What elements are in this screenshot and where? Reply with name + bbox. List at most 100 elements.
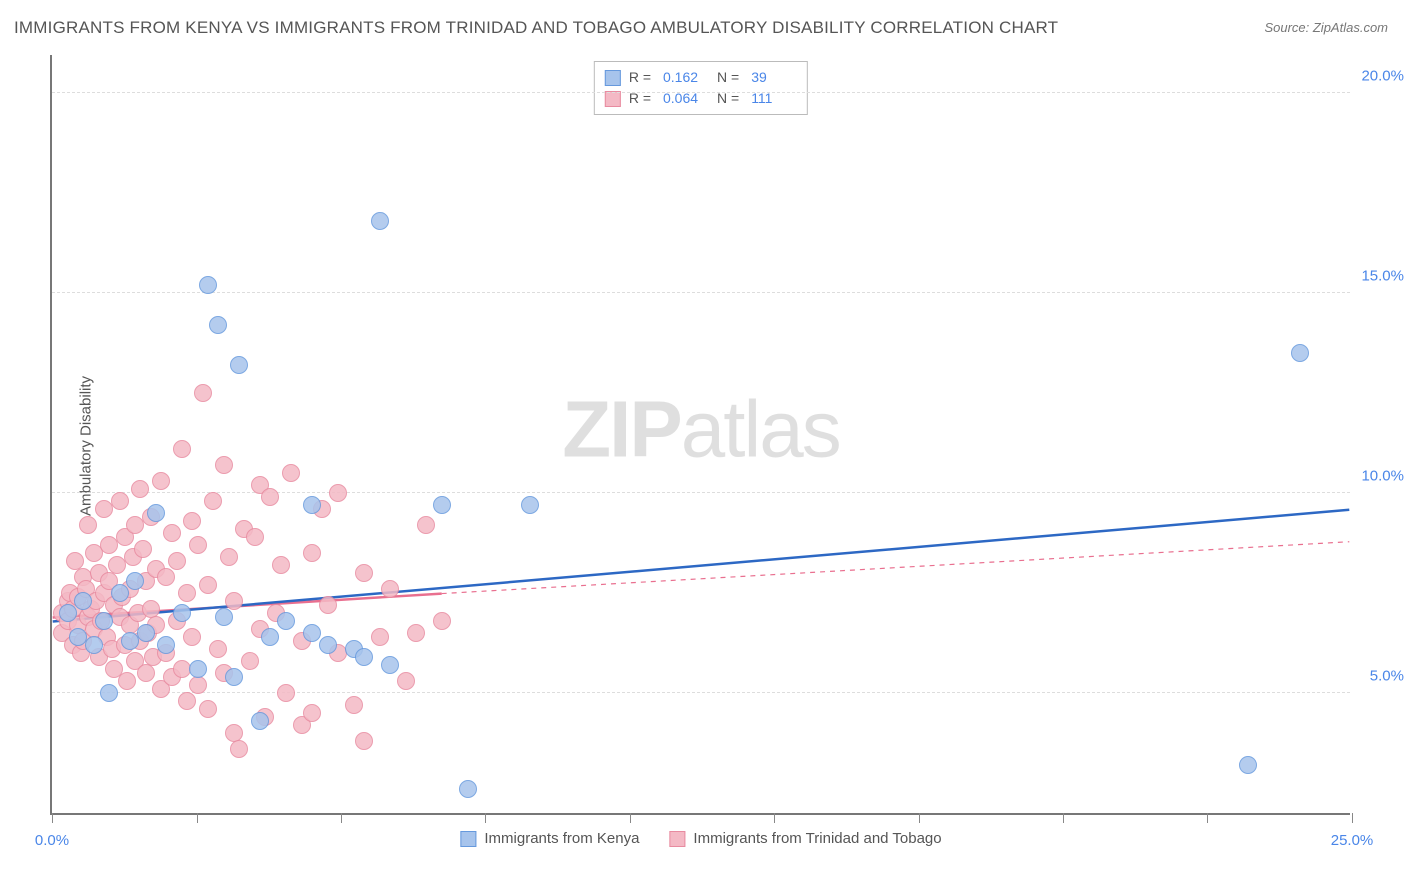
point-kenya	[433, 496, 451, 514]
point-trinidad	[355, 732, 373, 750]
watermark-zip: ZIP	[562, 384, 680, 473]
gridline	[52, 692, 1350, 693]
r-label: R =	[629, 67, 651, 88]
swatch-trinidad	[669, 831, 685, 847]
legend-item-trinidad: Immigrants from Trinidad and Tobago	[669, 830, 941, 847]
point-kenya	[147, 504, 165, 522]
point-trinidad	[272, 556, 290, 574]
correlation-legend: R = 0.162 N = 39 R = 0.064 N = 111	[594, 61, 808, 115]
point-kenya	[199, 276, 217, 294]
point-trinidad	[282, 464, 300, 482]
point-kenya	[355, 648, 373, 666]
x-tick	[485, 813, 486, 823]
point-trinidad	[134, 540, 152, 558]
swatch-kenya	[460, 831, 476, 847]
point-trinidad	[173, 440, 191, 458]
point-trinidad	[183, 512, 201, 530]
point-trinidad	[157, 568, 175, 586]
point-kenya	[261, 628, 279, 646]
point-trinidad	[183, 628, 201, 646]
point-trinidad	[246, 528, 264, 546]
point-kenya	[209, 316, 227, 334]
point-trinidad	[319, 596, 337, 614]
gridline	[52, 292, 1350, 293]
point-kenya	[251, 712, 269, 730]
point-kenya	[1239, 756, 1257, 774]
point-kenya	[59, 604, 77, 622]
x-tick	[197, 813, 198, 823]
point-trinidad	[199, 700, 217, 718]
point-trinidad	[230, 740, 248, 758]
gridline	[52, 92, 1350, 93]
point-kenya	[225, 668, 243, 686]
point-trinidad	[131, 480, 149, 498]
point-trinidad	[303, 544, 321, 562]
point-trinidad	[194, 384, 212, 402]
x-tick-label: 25.0%	[1331, 832, 1374, 849]
point-kenya	[381, 656, 399, 674]
plot-area: ZIPatlas R = 0.162 N = 39 R = 0.064 N = …	[50, 55, 1350, 815]
point-trinidad	[371, 628, 389, 646]
point-trinidad	[209, 640, 227, 658]
point-kenya	[371, 212, 389, 230]
y-tick-label: 15.0%	[1361, 268, 1404, 285]
point-trinidad	[118, 672, 136, 690]
point-kenya	[319, 636, 337, 654]
point-trinidad	[152, 472, 170, 490]
legend-row-kenya: R = 0.162 N = 39	[605, 67, 797, 88]
point-kenya	[126, 572, 144, 590]
x-tick	[52, 813, 53, 823]
point-kenya	[277, 612, 295, 630]
y-tick-label: 20.0%	[1361, 68, 1404, 85]
point-kenya	[215, 608, 233, 626]
point-trinidad	[79, 516, 97, 534]
point-kenya	[1291, 344, 1309, 362]
point-trinidad	[225, 592, 243, 610]
point-trinidad	[178, 584, 196, 602]
x-tick	[919, 813, 920, 823]
point-trinidad	[137, 664, 155, 682]
point-kenya	[95, 612, 113, 630]
chart-title: IMMIGRANTS FROM KENYA VS IMMIGRANTS FROM…	[14, 18, 1058, 38]
x-tick	[1352, 813, 1353, 823]
point-kenya	[74, 592, 92, 610]
n-value-kenya: 39	[751, 67, 797, 88]
point-kenya	[189, 660, 207, 678]
gridline	[52, 492, 1350, 493]
point-trinidad	[189, 536, 207, 554]
point-trinidad	[261, 488, 279, 506]
point-trinidad	[329, 484, 347, 502]
point-trinidad	[397, 672, 415, 690]
x-tick	[1063, 813, 1064, 823]
trend-lines	[52, 55, 1350, 813]
point-kenya	[230, 356, 248, 374]
point-trinidad	[178, 692, 196, 710]
watermark-atlas: atlas	[681, 384, 840, 473]
point-trinidad	[204, 492, 222, 510]
point-trinidad	[220, 548, 238, 566]
point-kenya	[173, 604, 191, 622]
series-legend: Immigrants from Kenya Immigrants from Tr…	[460, 830, 941, 847]
x-tick	[1207, 813, 1208, 823]
x-tick	[630, 813, 631, 823]
point-kenya	[100, 684, 118, 702]
point-trinidad	[407, 624, 425, 642]
point-kenya	[459, 780, 477, 798]
point-trinidad	[433, 612, 451, 630]
point-trinidad	[199, 576, 217, 594]
point-kenya	[157, 636, 175, 654]
legend-label-kenya: Immigrants from Kenya	[484, 830, 639, 847]
legend-item-kenya: Immigrants from Kenya	[460, 830, 639, 847]
n-label: N =	[717, 67, 739, 88]
point-kenya	[303, 624, 321, 642]
point-trinidad	[189, 676, 207, 694]
point-trinidad	[111, 492, 129, 510]
x-tick-label: 0.0%	[35, 832, 69, 849]
r-value-kenya: 0.162	[663, 67, 709, 88]
point-kenya	[137, 624, 155, 642]
point-kenya	[521, 496, 539, 514]
point-trinidad	[345, 696, 363, 714]
point-trinidad	[303, 704, 321, 722]
legend-label-trinidad: Immigrants from Trinidad and Tobago	[693, 830, 941, 847]
point-trinidad	[168, 552, 186, 570]
